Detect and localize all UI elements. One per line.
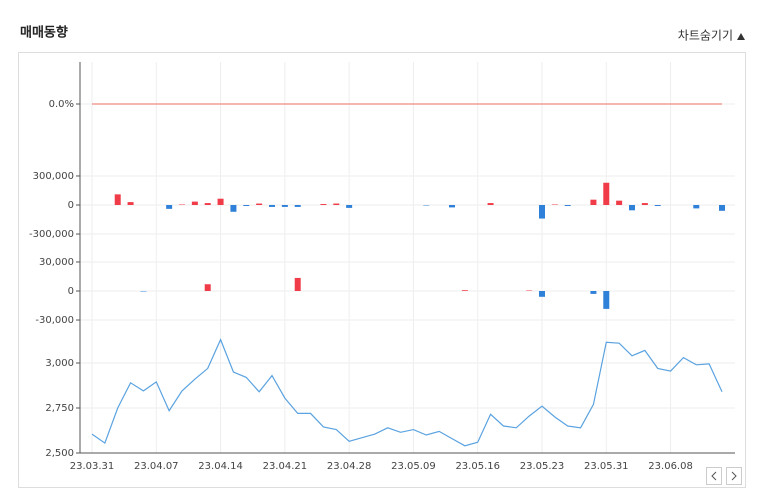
y-tick-label: 2,750 [45, 403, 74, 414]
bar [629, 205, 635, 210]
bar [655, 205, 661, 206]
prev-button[interactable] [707, 468, 722, 485]
bar [269, 205, 275, 207]
line [92, 340, 722, 446]
y-tick-label: 0 [68, 200, 74, 211]
bar [282, 205, 288, 207]
bar [565, 205, 571, 206]
next-button[interactable] [727, 468, 742, 485]
bar [346, 205, 352, 208]
chart-frame [19, 53, 746, 488]
plot: 23.03.31 23.04.07 23.04.14 23.04.21 23.04.28… [29, 62, 735, 472]
toggle-chart[interactable]: 차트숨기기 [678, 29, 733, 43]
x-tick-label: 23.05.16 [455, 461, 500, 472]
y-tick-label: 300,000 [33, 171, 74, 182]
y-tick-label: 0.0% [49, 99, 74, 110]
bar [218, 199, 224, 205]
bar [488, 203, 494, 205]
bar [115, 194, 121, 205]
x-tick-label: 23.04.28 [327, 461, 372, 472]
x-tick-label: 23.06.08 [648, 461, 693, 472]
y-tick-label: 0 [68, 286, 74, 297]
x-tick-label: 23.03.31 [70, 461, 115, 472]
bar [320, 204, 326, 205]
x-tick-label: 23.05.31 [584, 461, 629, 472]
y-tick-label: 30,000 [39, 257, 74, 268]
x-tick-label: 23.05.09 [391, 461, 436, 472]
bar [603, 183, 609, 205]
y-tick-label: -300,000 [29, 229, 74, 240]
bar [256, 204, 262, 205]
bar [719, 205, 725, 211]
y-tick-label: -30,000 [35, 315, 74, 326]
bar [693, 205, 699, 208]
bar [205, 203, 211, 205]
bar [642, 203, 648, 205]
bar [539, 291, 545, 297]
y-tick-label: 3,000 [45, 358, 74, 369]
x-tick-label: 23.05.23 [520, 461, 565, 472]
x-tick-label: 23.04.14 [198, 461, 243, 472]
section-title: 매매동향 [20, 25, 68, 41]
bar [295, 278, 301, 291]
bar [462, 290, 468, 291]
bar [295, 205, 301, 207]
x-tick-label: 23.04.07 [134, 461, 179, 472]
bar [166, 205, 172, 209]
bar [192, 202, 198, 205]
bar [603, 291, 609, 309]
bar [128, 202, 134, 205]
x-tick-label: 23.04.21 [263, 461, 308, 472]
bar [449, 205, 455, 207]
bar [590, 200, 596, 205]
bar [230, 205, 236, 212]
bar [616, 201, 622, 205]
bar [539, 205, 545, 219]
toggle-icon[interactable] [737, 33, 745, 40]
bar [333, 204, 339, 205]
y-tick-label: 2,500 [45, 448, 74, 459]
bar [243, 205, 249, 206]
bar [205, 284, 211, 291]
bar [590, 291, 596, 294]
